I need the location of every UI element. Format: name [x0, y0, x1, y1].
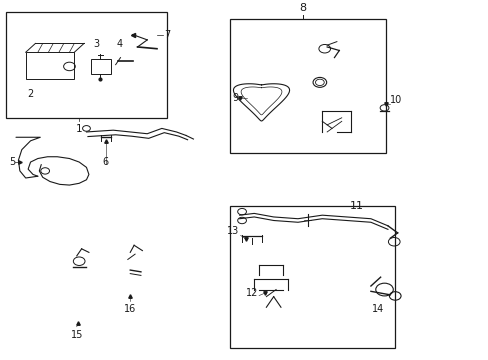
Bar: [229, 206, 394, 348]
Text: 11: 11: [348, 201, 363, 211]
Text: 16: 16: [124, 304, 136, 314]
Text: 4: 4: [116, 39, 122, 49]
Text: 10: 10: [389, 95, 402, 105]
Bar: [229, 19, 385, 153]
Text: 6: 6: [102, 157, 109, 167]
Text: 1: 1: [76, 124, 82, 134]
Bar: [91, 59, 111, 73]
Text: 15: 15: [70, 330, 83, 340]
Text: 7: 7: [164, 30, 170, 40]
Text: 9: 9: [232, 93, 238, 103]
Bar: [6, 12, 166, 118]
Text: 3: 3: [93, 39, 99, 49]
Text: 14: 14: [371, 304, 384, 314]
Bar: [26, 52, 74, 79]
Text: 13: 13: [227, 226, 239, 236]
Text: 12: 12: [245, 288, 258, 298]
Text: 8: 8: [299, 3, 306, 13]
Text: 5: 5: [9, 157, 15, 167]
Text: 2: 2: [27, 89, 33, 99]
